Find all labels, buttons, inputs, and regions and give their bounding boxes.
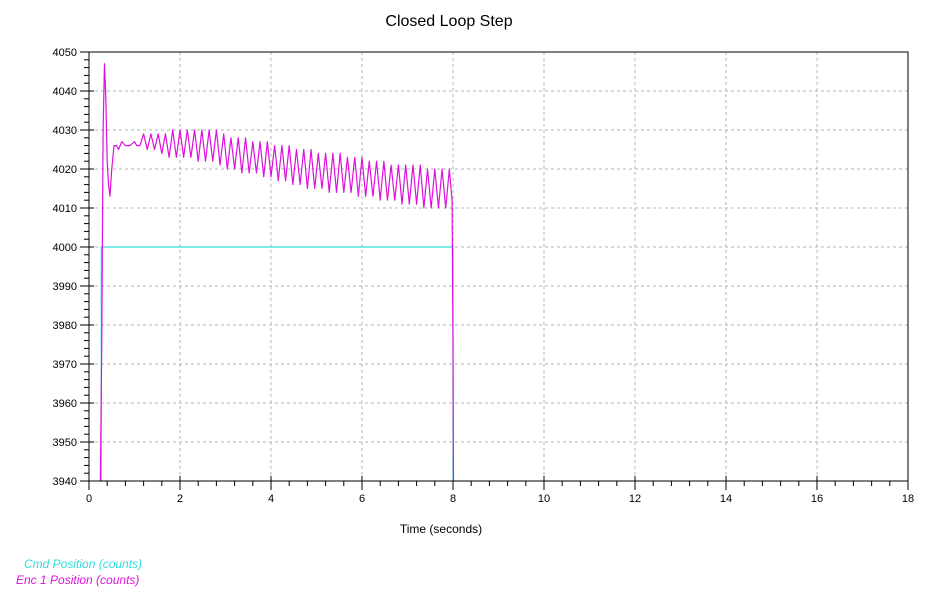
y-tick-label: 4050: [53, 47, 77, 59]
plot-frame: [88, 51, 909, 482]
x-tick-label: 14: [720, 493, 732, 505]
x-tick-label: 6: [359, 493, 365, 505]
chart-title: Closed Loop Step: [385, 13, 512, 30]
y-tick-label: 3970: [53, 359, 77, 371]
y-tick-label: 3990: [53, 281, 77, 293]
y-tick-label: 3940: [53, 476, 77, 488]
x-tick-label: 16: [811, 493, 823, 505]
x-tick-label: 10: [538, 493, 550, 505]
x-tick-label: 8: [450, 493, 456, 505]
grid: [89, 52, 908, 481]
y-tick-label: 4040: [53, 86, 77, 98]
series-lines: [99, 63, 455, 482]
x-tick-label: 12: [629, 493, 641, 505]
x-tick-label: 18: [902, 493, 914, 505]
y-tick-label: 4010: [53, 203, 77, 215]
legend-entry-cmd-position: Cmd Position (counts): [24, 557, 143, 571]
x-tick-label: 0: [86, 493, 92, 505]
y-tick-label: 3960: [53, 398, 77, 410]
y-tick-label: 4000: [53, 242, 77, 254]
tick-labels: 3940395039603970398039904000401040204030…: [53, 47, 915, 505]
x-axis-label: Time (seconds): [400, 522, 482, 536]
y-tick-label: 4030: [53, 125, 77, 137]
axis-ticks: [80, 51, 909, 490]
y-tick-label: 3950: [53, 437, 77, 449]
series-line-enc1-position: [99, 63, 455, 482]
x-tick-label: 2: [177, 493, 183, 505]
legend: Cmd Position (counts) Enc 1 Position (co…: [0, 556, 142, 588]
y-tick-label: 4020: [53, 164, 77, 176]
x-tick-label: 4: [268, 493, 274, 505]
y-tick-label: 3980: [53, 320, 77, 332]
legend-entry-enc1-position: Enc 1 Position (counts): [16, 573, 140, 587]
